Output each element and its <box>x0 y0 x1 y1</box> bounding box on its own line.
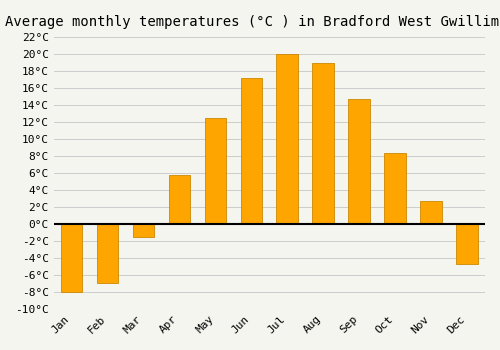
Bar <box>456 224 478 264</box>
Bar <box>168 175 190 224</box>
Bar <box>348 99 370 224</box>
Title: Average monthly temperatures (°C ) in Bradford West Gwillimbury: Average monthly temperatures (°C ) in Br… <box>6 15 500 29</box>
Bar <box>204 118 226 224</box>
Bar <box>276 54 298 224</box>
Bar <box>132 224 154 237</box>
Bar <box>420 201 442 224</box>
Bar <box>61 224 82 292</box>
Bar <box>97 224 118 283</box>
Bar <box>384 153 406 224</box>
Bar <box>240 78 262 224</box>
Bar <box>312 63 334 224</box>
